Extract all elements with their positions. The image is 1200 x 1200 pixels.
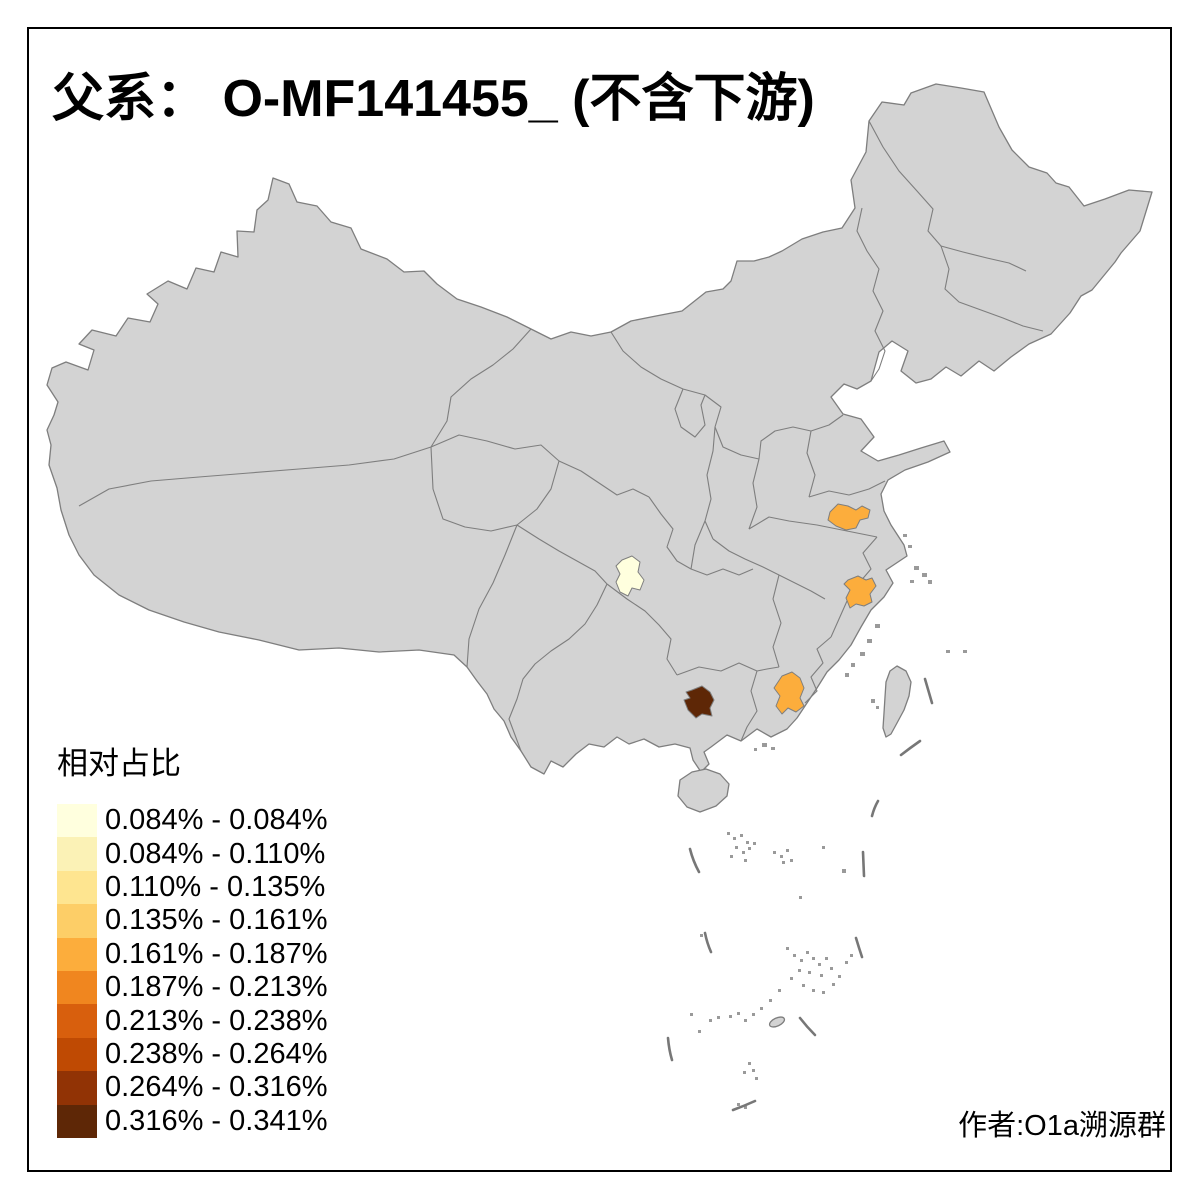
legend-row: 0.084% - 0.110%: [57, 837, 327, 871]
nansha-islet: [768, 1016, 786, 1028]
hainan-island: [677, 768, 730, 813]
region-southeast-orange: [843, 575, 877, 609]
legend-row: 0.264% - 0.316%: [57, 1071, 328, 1105]
region-south-orange: [773, 671, 805, 715]
map-title: 父系： O-MF141455_ (不含下游): [52, 70, 815, 128]
legend-label: 0.135% - 0.161%: [105, 904, 328, 937]
taiwan-island: [882, 665, 912, 738]
legend-swatch-0: [57, 804, 97, 838]
legend-label: 0.110% - 0.135%: [105, 870, 326, 903]
region-southwest-dark: [683, 685, 715, 719]
legend-label: 0.238% - 0.264%: [105, 1037, 328, 1070]
attribution-text: 作者:O1a溯源群: [958, 1110, 1166, 1142]
legend-swatch-6: [57, 1004, 97, 1038]
legend-swatch-9: [57, 1104, 97, 1138]
legend-swatch-7: [57, 1037, 97, 1072]
province-borders: [78, 120, 1044, 752]
legend-label: 0.084% - 0.110%: [105, 837, 326, 870]
legend-swatch-2: [57, 870, 97, 905]
islands: [666, 534, 967, 1112]
china-mainland: [46, 83, 1153, 775]
legend-label: 0.187% - 0.213%: [105, 971, 328, 1004]
region-east-orange: [827, 503, 871, 531]
legend-row: 0.161% - 0.187%: [57, 937, 328, 971]
legend-row: 0.316% - 0.341%: [57, 1104, 328, 1138]
legend-label: 0.161% - 0.187%: [105, 937, 328, 970]
legend-title: 相对占比: [57, 746, 181, 781]
legend-row: 0.084% - 0.084%: [57, 804, 328, 838]
island-specks: [690, 534, 967, 1109]
legend-label: 0.316% - 0.341%: [105, 1104, 328, 1137]
highlighted-regions: [615, 503, 877, 719]
legend-swatch-5: [57, 970, 97, 1005]
legend-row: 0.110% - 0.135%: [57, 870, 327, 905]
legend-label: 0.213% - 0.238%: [105, 1004, 328, 1037]
legend-swatch-1: [57, 837, 97, 871]
legend-label: 0.084% - 0.084%: [105, 804, 328, 837]
sea-dash-lines: [666, 677, 934, 1112]
legend-row: 0.213% - 0.238%: [57, 1004, 328, 1038]
legend-row: 0.238% - 0.264%: [57, 1037, 328, 1072]
legend-swatch-3: [57, 904, 97, 938]
legend: 相对占比 0.084% - 0.084% 0.084% - 0.110% 0.110…: [57, 748, 327, 1138]
region-central-pale: [615, 555, 645, 597]
legend-swatch-4: [57, 937, 97, 971]
plot-border: [27, 27, 1172, 1172]
legend-rows: 0.084% - 0.084% 0.084% - 0.110% 0.110% - 0…: [57, 804, 327, 1138]
legend-row: 0.135% - 0.161%: [57, 904, 328, 938]
legend-label: 0.264% - 0.316%: [105, 1071, 328, 1104]
legend-row: 0.187% - 0.213%: [57, 970, 328, 1005]
legend-swatch-8: [57, 1071, 97, 1105]
